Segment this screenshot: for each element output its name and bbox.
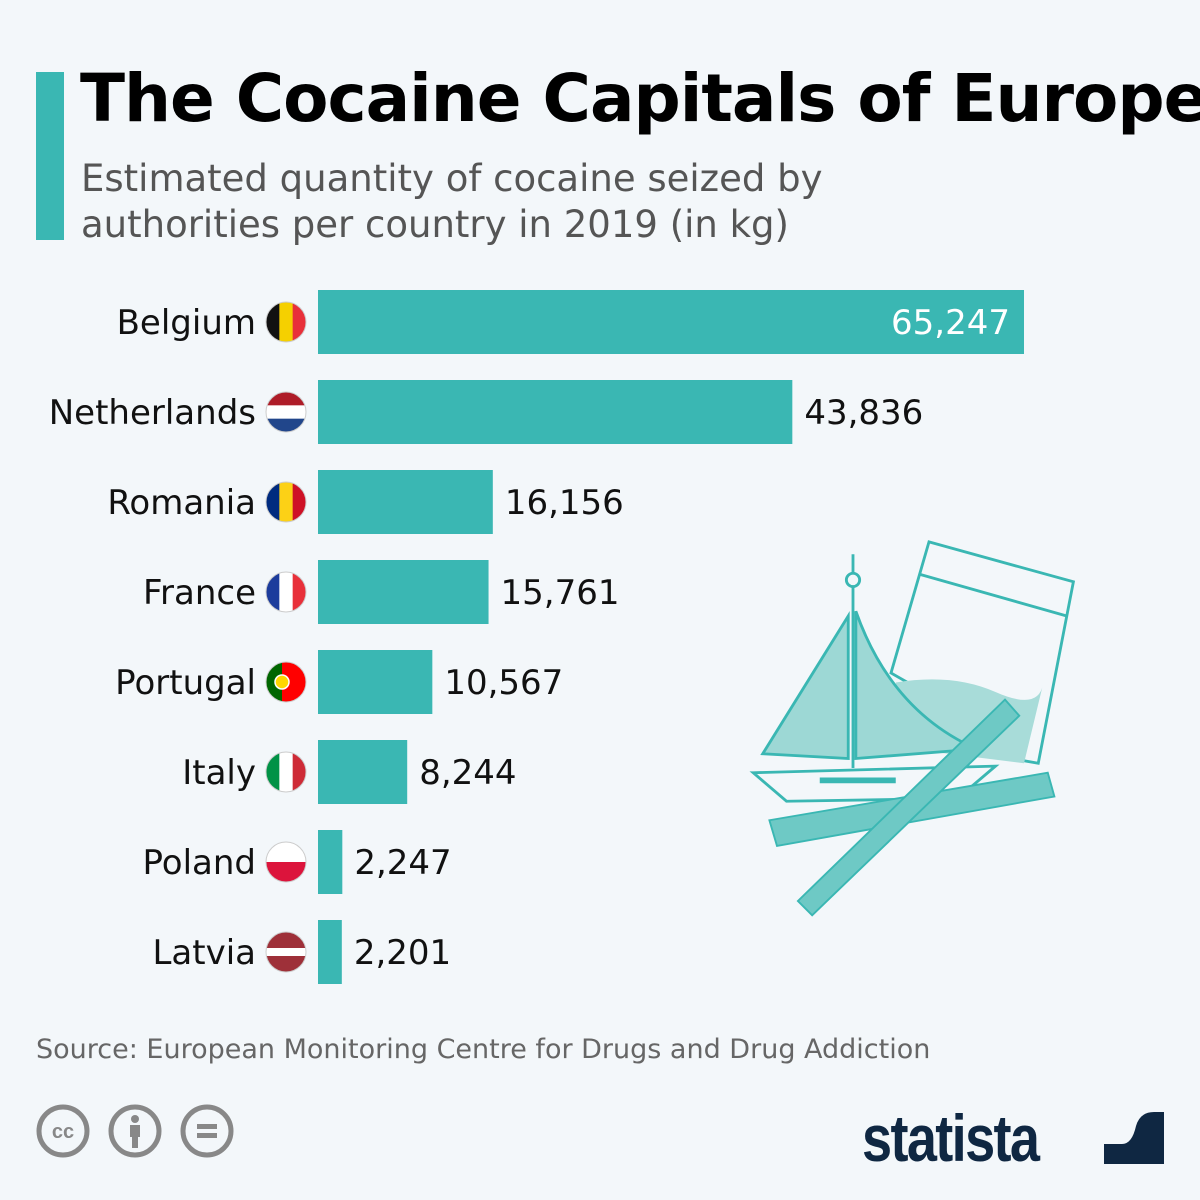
svg-text:cc: cc [52, 1121, 74, 1143]
value-label: 8,244 [419, 753, 516, 793]
value-label: 43,836 [804, 393, 923, 433]
bar-row-france: France 15,761 [143, 560, 620, 624]
belgium-flag-icon [266, 302, 306, 342]
value-label: 15,761 [501, 573, 620, 613]
bar-row-netherlands: Netherlands 43,836 [49, 380, 923, 444]
bar-latvia[interactable] [318, 920, 342, 984]
statista-logo-mark-icon [1104, 1104, 1164, 1164]
chart-title: The Cocaine Capitals of Europe [80, 60, 1200, 137]
portugal-flag-icon [266, 662, 306, 702]
bar-poland[interactable] [318, 830, 343, 894]
bar-france[interactable] [318, 560, 489, 624]
value-label: 65,247 [891, 303, 1010, 343]
italy-flag-icon [266, 752, 306, 792]
bar-row-belgium: Belgium 65,247 [117, 290, 1024, 354]
bar-row-portugal: Portugal 10,567 [115, 650, 563, 714]
value-label: 2,247 [354, 843, 451, 883]
statista-logo[interactable]: statista [862, 1101, 1040, 1175]
bar-chart: Belgium 65,247 Netherlands 43,836 Romania 16,… [49, 290, 1024, 984]
bar-row-latvia: Latvia 2,201 [152, 920, 451, 984]
poland-flag-icon [266, 842, 306, 882]
bar-row-romania: Romania 16,156 [107, 470, 624, 534]
category-label: Portugal [115, 663, 256, 703]
bar-italy[interactable] [318, 740, 408, 804]
category-label: Italy [182, 753, 256, 793]
value-label: 2,201 [354, 933, 451, 973]
boat-bag-illustration-icon [749, 540, 1076, 917]
source-note: Source: European Monitoring Centre for D… [36, 1034, 931, 1065]
bar-row-poland: Poland 2,247 [142, 830, 452, 894]
cc-icon[interactable]: cc [36, 1104, 90, 1158]
romania-flag-icon [266, 482, 306, 522]
france-flag-icon [266, 572, 306, 612]
bar-romania[interactable] [318, 470, 493, 534]
netherlands-flag-icon [266, 392, 306, 432]
bar-netherlands[interactable] [318, 380, 793, 444]
category-label: Poland [142, 843, 256, 883]
attribution-icon[interactable] [108, 1104, 162, 1158]
latvia-flag-icon [266, 932, 306, 972]
category-label: France [143, 573, 256, 613]
category-label: Latvia [152, 933, 256, 973]
category-label: Belgium [117, 303, 256, 343]
title-accent-bar [36, 72, 64, 240]
value-label: 16,156 [505, 483, 624, 523]
category-label: Romania [107, 483, 256, 523]
bar-row-italy: Italy 8,244 [182, 740, 517, 804]
category-label: Netherlands [49, 393, 256, 433]
value-label: 10,567 [444, 663, 563, 703]
bar-belgium[interactable] [318, 290, 1024, 354]
chart-subtitle: Estimated quantity of cocaine seized by … [81, 157, 823, 246]
no-derivatives-icon[interactable] [180, 1104, 234, 1158]
bar-portugal[interactable] [318, 650, 433, 714]
